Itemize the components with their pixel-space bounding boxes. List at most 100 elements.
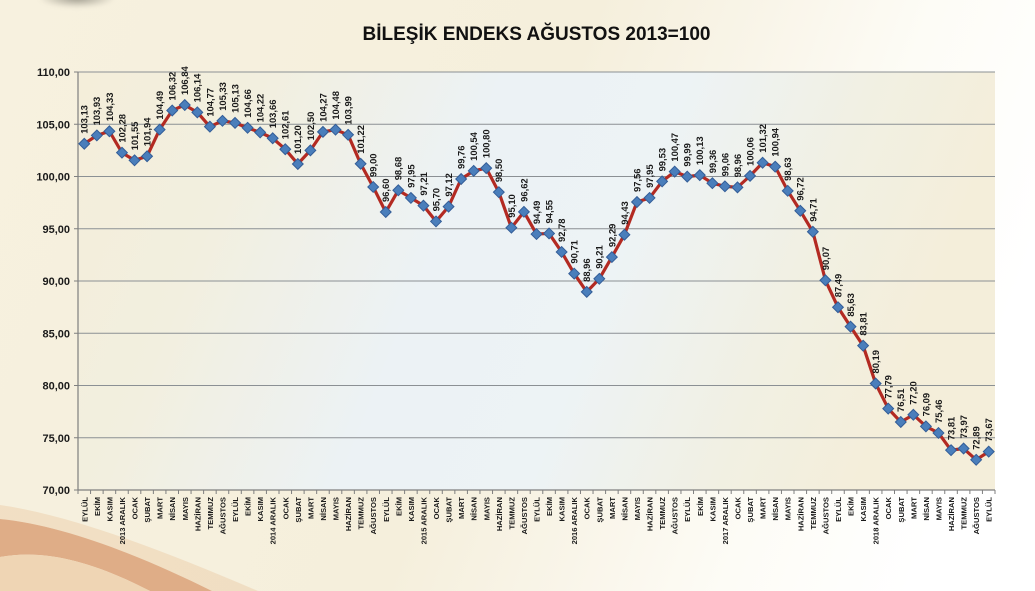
data-point-marker xyxy=(944,444,958,457)
x-axis-label: 2013 ARALIK xyxy=(118,496,127,544)
x-axis-label: MART xyxy=(909,497,918,519)
data-point-marker xyxy=(417,199,430,212)
data-point-label: 80,19 xyxy=(870,350,881,373)
data-point-marker xyxy=(429,215,443,228)
data-point-label: 99,53 xyxy=(657,148,668,171)
x-axis-label: MAYIS xyxy=(181,497,190,520)
swirl-halo-band xyxy=(0,505,258,591)
data-point-label: 97,95 xyxy=(644,164,655,187)
data-point-label: 101,55 xyxy=(129,122,140,151)
data-point-label: 99,06 xyxy=(719,153,730,176)
data-point-label: 96,62 xyxy=(518,178,529,201)
data-point-marker xyxy=(693,169,706,182)
y-axis-labels: 110,00 105,00 100,00 95,00 90,00 85,00 80,00 75… xyxy=(36,67,70,497)
data-point-label: 101,20 xyxy=(292,125,303,154)
data-point-label: 105,13 xyxy=(229,84,240,113)
x-axis-label: TEMMUZ xyxy=(658,497,667,530)
data-point-marker xyxy=(542,227,556,240)
x-axis-label: KASIM xyxy=(105,497,114,521)
x-axis-label: EKİM xyxy=(394,497,403,516)
y-axis-label: 100,00 xyxy=(36,172,70,184)
x-axis-label: ŞUBAT xyxy=(595,497,604,523)
data-point-marker xyxy=(480,162,493,175)
data-point-marker xyxy=(103,125,116,138)
data-point-marker xyxy=(706,177,719,190)
data-point-marker xyxy=(831,301,845,314)
data-point-label: 95,70 xyxy=(430,188,441,211)
y-axis-label: 95,00 xyxy=(42,224,70,236)
x-axis-label: EYLÜL xyxy=(382,497,391,522)
data-point-marker xyxy=(467,164,480,177)
data-point-marker xyxy=(718,180,732,193)
data-point-marker xyxy=(304,144,317,157)
data-point-label: 90,21 xyxy=(594,245,605,268)
x-axis-label: MAYIS xyxy=(332,497,341,520)
data-point-label: 83,81 xyxy=(858,312,869,335)
data-point-marker xyxy=(932,426,945,440)
x-axis-label: EYLÜL xyxy=(834,497,843,522)
data-point-label: 95,10 xyxy=(506,194,517,217)
x-axis-label: HAZİRAN xyxy=(344,497,353,531)
x-axis-label: NİSAN xyxy=(470,497,479,521)
data-point-marker xyxy=(568,267,581,280)
data-point-marker xyxy=(907,408,920,421)
data-point-marker xyxy=(241,121,254,134)
data-point-label: 104,27 xyxy=(317,93,328,122)
data-point-label: 106,84 xyxy=(179,66,190,95)
data-point-label: 97,21 xyxy=(418,172,429,195)
data-point-label: 104,22 xyxy=(255,94,266,123)
x-axis-label: TEMMUZ xyxy=(809,497,818,530)
x-axis-label: MART xyxy=(759,497,768,519)
data-point-marker xyxy=(919,420,933,433)
data-point-marker xyxy=(882,402,895,415)
x-axis-label: OCAK xyxy=(281,496,290,519)
data-point-marker xyxy=(806,225,819,238)
x-axis-label: EYLÜL xyxy=(80,497,89,522)
data-point-markers xyxy=(78,98,995,466)
data-point-label: 75,46 xyxy=(933,399,944,422)
data-point-label: 72,89 xyxy=(971,426,982,449)
data-point-marker xyxy=(166,104,179,117)
data-point-marker xyxy=(140,150,154,163)
data-point-label: 94,71 xyxy=(807,198,818,221)
x-axis-labels: EYLÜL EKİM KASIM 2013 ARALIK OCAK ŞUBAT MART Nİ… xyxy=(80,496,993,544)
decorative-corner-swirl xyxy=(0,505,258,591)
data-point-label: 106,32 xyxy=(167,72,178,101)
data-point-label: 101,32 xyxy=(757,124,768,153)
x-axis-label: NİSAN xyxy=(922,497,931,521)
x-axis-label: 2014 ARALIK xyxy=(269,496,278,544)
data-point-marker xyxy=(90,129,103,142)
data-point-marker xyxy=(254,126,267,139)
data-point-label: 100,06 xyxy=(744,137,755,166)
x-axis-label: KASIM xyxy=(558,497,567,521)
x-axis-label: AĞUSTOS xyxy=(369,497,378,534)
data-point-label: 99,99 xyxy=(682,143,693,166)
data-point-label: 85,63 xyxy=(845,293,856,316)
data-point-marker xyxy=(630,195,644,209)
data-point-label: 88,96 xyxy=(581,258,592,281)
data-point-label: 99,00 xyxy=(368,153,379,176)
x-axis-label: HAZİRAN xyxy=(796,497,805,531)
x-axis-label: HAZİRAN xyxy=(495,497,504,531)
x-axis-label: KASIM xyxy=(708,497,717,521)
data-point-label: 100,80 xyxy=(481,129,492,158)
x-ticks xyxy=(77,490,996,494)
x-axis-label: 2017 ARALIK xyxy=(721,496,730,544)
data-point-marker xyxy=(819,274,832,287)
data-point-marker xyxy=(266,132,279,145)
y-axis-label: 75,00 xyxy=(42,433,70,445)
data-point-label: 73,97 xyxy=(958,415,969,438)
x-axis-label: MART xyxy=(608,497,617,519)
x-axis-label: EKİM xyxy=(93,497,102,516)
x-axis-label: HAZİRAN xyxy=(646,497,655,531)
data-point-marker xyxy=(178,98,191,112)
data-point-label: 76,09 xyxy=(920,393,931,416)
data-point-label: 96,72 xyxy=(795,177,806,200)
x-axis-label: NİSAN xyxy=(168,497,177,521)
data-point-marker xyxy=(769,160,782,173)
data-point-marker xyxy=(593,272,606,285)
data-point-marker xyxy=(517,205,531,218)
